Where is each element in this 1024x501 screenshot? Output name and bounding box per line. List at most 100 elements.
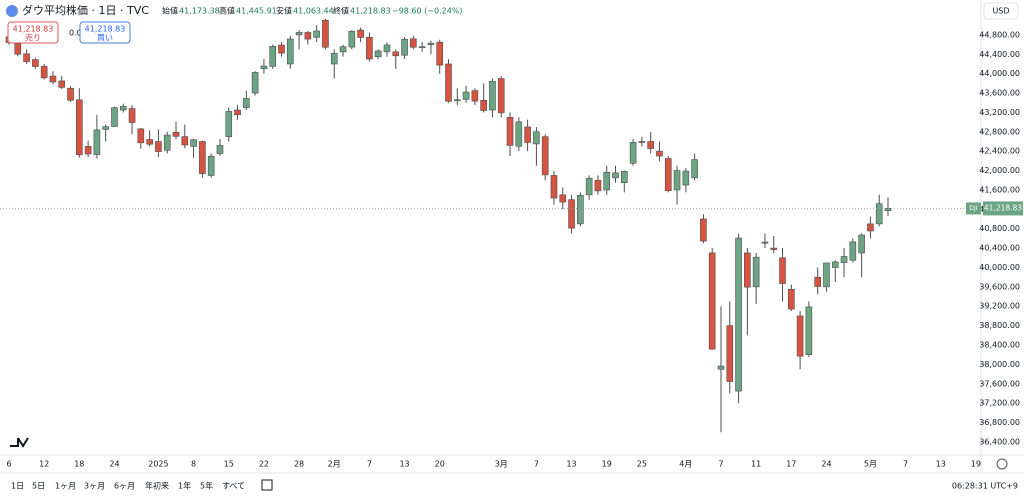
range-button[interactable]: 1日 bbox=[11, 482, 24, 491]
x-tick-label: 13 bbox=[399, 460, 409, 469]
candle-body bbox=[137, 128, 145, 144]
x-tick-label: 15 bbox=[224, 460, 234, 469]
candle-body bbox=[585, 177, 593, 196]
candle-body bbox=[726, 325, 734, 382]
y-tick-label: 44,000.00 bbox=[979, 69, 1020, 78]
candle-body bbox=[128, 108, 136, 123]
x-tick-label: 13 bbox=[936, 460, 946, 469]
candle-body bbox=[867, 223, 874, 232]
x-tick-label: 17 bbox=[786, 460, 796, 469]
y-tick-label: 37,600.00 bbox=[979, 379, 1020, 388]
candle-body bbox=[629, 142, 637, 164]
candle-body bbox=[489, 81, 496, 111]
candle-body bbox=[374, 50, 382, 57]
plot-area bbox=[0, 18, 981, 433]
candle-body bbox=[533, 131, 540, 145]
clock: 06:28:31 UTC+9 bbox=[952, 482, 1018, 491]
range-button[interactable]: 年初来 bbox=[145, 481, 169, 491]
legend-value: 41,173.38 bbox=[179, 7, 220, 16]
y-tick-label: 43,600.00 bbox=[979, 89, 1020, 98]
range-button[interactable]: 1ヶ月 bbox=[55, 482, 76, 491]
candle-body bbox=[102, 126, 109, 130]
buy-button[interactable] bbox=[79, 21, 131, 44]
candle-body bbox=[471, 90, 479, 102]
candle-body bbox=[357, 29, 364, 38]
candle-body bbox=[14, 43, 22, 55]
candle-body bbox=[330, 52, 338, 65]
y-tick-label: 42,400.00 bbox=[979, 147, 1020, 156]
symbol-tag-label: DJI bbox=[969, 205, 977, 212]
candle-body bbox=[805, 306, 813, 355]
x-tick-label: 2月 bbox=[328, 460, 341, 469]
legend-label: 終値 bbox=[333, 6, 349, 16]
range-button[interactable]: 5年 bbox=[200, 481, 213, 491]
candle-body bbox=[691, 159, 698, 179]
candle-body bbox=[541, 136, 549, 176]
settings-icon[interactable] bbox=[996, 458, 1008, 470]
candle-body bbox=[207, 155, 215, 176]
candle-body bbox=[76, 99, 83, 156]
symbol-tag bbox=[966, 202, 981, 215]
sell-label: 売り bbox=[25, 33, 41, 43]
candle-body bbox=[418, 46, 426, 49]
candle-body bbox=[84, 146, 92, 155]
x-tick-label: 22 bbox=[259, 460, 269, 469]
candle-body bbox=[181, 136, 189, 146]
range-button[interactable]: 1年 bbox=[178, 481, 191, 491]
candle-body bbox=[199, 141, 206, 174]
candle-body bbox=[260, 65, 268, 70]
sell-price: 41,218.83 bbox=[13, 25, 54, 34]
range-button[interactable]: 3ヶ月 bbox=[84, 482, 105, 491]
candle-body bbox=[497, 78, 505, 114]
x-tick-label: 5月 bbox=[864, 460, 877, 469]
range-button[interactable]: 6ヶ月 bbox=[114, 482, 135, 491]
candle-body bbox=[348, 31, 356, 48]
x-tick-label: 2025 bbox=[148, 460, 168, 469]
range-button[interactable]: 5日 bbox=[32, 482, 45, 491]
x-tick-label: 7 bbox=[367, 460, 372, 469]
y-tick-label: 40,800.00 bbox=[979, 224, 1020, 233]
candle-body bbox=[858, 234, 865, 254]
candle-body bbox=[673, 170, 681, 191]
y-tick-label: 39,600.00 bbox=[979, 282, 1020, 291]
candle-body bbox=[823, 262, 830, 288]
sell-button[interactable] bbox=[7, 21, 59, 44]
candle-body bbox=[23, 53, 30, 62]
candle-body bbox=[656, 150, 663, 157]
x-tick-label: 7 bbox=[718, 460, 723, 469]
x-tick-label: 25 bbox=[637, 460, 647, 469]
candle-body bbox=[550, 175, 558, 199]
symbol-title[interactable]: ダウ平均株価 · 1日 · TVC bbox=[22, 3, 149, 17]
candle-body bbox=[814, 276, 821, 287]
candle-body bbox=[664, 158, 672, 192]
legend-value: 41,063.44 bbox=[293, 7, 334, 16]
calendar-icon[interactable] bbox=[261, 479, 273, 491]
x-tick-label: 18 bbox=[74, 460, 84, 469]
candle-body bbox=[401, 38, 408, 56]
candle-body bbox=[155, 141, 162, 152]
candle-body bbox=[410, 38, 417, 48]
x-tick-label: 11 bbox=[751, 460, 761, 469]
candle-body bbox=[603, 171, 611, 191]
candle-body bbox=[243, 98, 250, 108]
candle-body bbox=[269, 45, 277, 67]
legend-label: 始値 bbox=[162, 6, 178, 16]
x-tick-label: 28 bbox=[294, 460, 304, 469]
candle-body bbox=[225, 111, 233, 137]
candle-body bbox=[295, 32, 303, 36]
candle-body bbox=[163, 134, 171, 151]
candle-body bbox=[559, 194, 567, 203]
candle-body bbox=[119, 106, 127, 111]
candle-body bbox=[427, 42, 435, 45]
x-tick-label: 19 bbox=[602, 460, 612, 469]
currency-button[interactable] bbox=[983, 2, 1019, 20]
candle-body bbox=[620, 170, 628, 183]
buy-price: 41,218.83 bbox=[85, 25, 126, 34]
range-button[interactable]: すべて bbox=[222, 482, 245, 491]
candle-body bbox=[172, 131, 180, 137]
candle-body bbox=[831, 261, 839, 268]
candle-body bbox=[322, 20, 329, 48]
candle-body bbox=[313, 30, 320, 38]
y-tick-label: 42,000.00 bbox=[979, 166, 1020, 175]
